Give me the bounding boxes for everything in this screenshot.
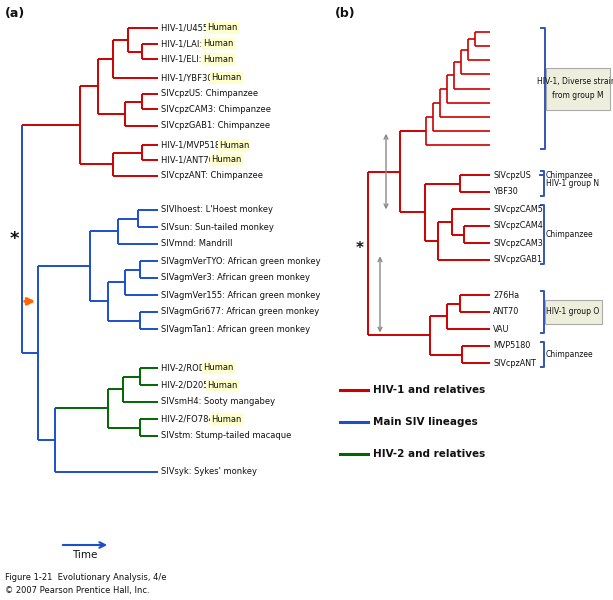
Text: SIVcpzANT: Chimpanzee: SIVcpzANT: Chimpanzee [161, 172, 263, 181]
Text: SIVagmGri677: African green monkey: SIVagmGri677: African green monkey [161, 307, 319, 317]
Text: SIVagmTan1: African green monkey: SIVagmTan1: African green monkey [161, 325, 310, 334]
Text: HIV-2/ROD:: HIV-2/ROD: [161, 364, 211, 373]
Text: from group M: from group M [552, 91, 604, 100]
Text: Human: Human [211, 415, 242, 424]
Text: HIV-1 group N: HIV-1 group N [546, 179, 599, 188]
Text: HIV-1 group O: HIV-1 group O [546, 307, 600, 317]
Text: SIVmnd: Mandrill: SIVmnd: Mandrill [161, 239, 232, 248]
Text: HIV-1/ANT70:: HIV-1/ANT70: [161, 155, 219, 164]
Text: HIV-1/MVP5180:: HIV-1/MVP5180: [161, 140, 231, 149]
Text: SIVstm: Stump-tailed macaque: SIVstm: Stump-tailed macaque [161, 431, 291, 440]
Text: HIV-1 and relatives: HIV-1 and relatives [373, 385, 485, 395]
Text: SIVlhoest: L'Hoest monkey: SIVlhoest: L'Hoest monkey [161, 205, 273, 214]
Text: SIVcpzUS: Chimpanzee: SIVcpzUS: Chimpanzee [161, 89, 258, 98]
Text: Human: Human [211, 73, 242, 82]
Text: Human: Human [207, 380, 238, 389]
Text: Figure 1-21  Evolutionary Analysis, 4/e: Figure 1-21 Evolutionary Analysis, 4/e [5, 574, 167, 583]
Text: HIV-1, Diverse strains: HIV-1, Diverse strains [536, 77, 613, 86]
Text: Human: Human [211, 155, 242, 164]
FancyBboxPatch shape [546, 67, 610, 109]
Text: Chimpanzee: Chimpanzee [546, 350, 593, 359]
Text: Time: Time [72, 550, 97, 560]
Text: SIVagmVer155: African green monkey: SIVagmVer155: African green monkey [161, 290, 321, 299]
Text: SIVagmVer3: African green monkey: SIVagmVer3: African green monkey [161, 274, 310, 283]
Text: Chimpanzee: Chimpanzee [546, 170, 593, 179]
Text: SIVsmH4: Sooty mangabey: SIVsmH4: Sooty mangabey [161, 397, 275, 407]
Text: Human: Human [204, 40, 234, 49]
Text: SIVcpzGAB1: Chimpanzee: SIVcpzGAB1: Chimpanzee [161, 121, 270, 130]
Text: HIV-2/D205:: HIV-2/D205: [161, 380, 214, 389]
Text: SIVcpzCAM5: SIVcpzCAM5 [493, 205, 543, 214]
Text: Chimpanzee: Chimpanzee [546, 230, 593, 239]
Text: HIV-1/YBF30:: HIV-1/YBF30: [161, 73, 218, 82]
Text: SIVsun: Sun-tailed monkey: SIVsun: Sun-tailed monkey [161, 223, 274, 232]
Text: SIVcpzCAM3: SIVcpzCAM3 [493, 238, 543, 247]
Text: (a): (a) [5, 7, 25, 20]
Text: (b): (b) [335, 7, 356, 20]
Text: SIVcpzCAM3: Chimpanzee: SIVcpzCAM3: Chimpanzee [161, 104, 271, 113]
Text: *: * [9, 230, 19, 248]
Text: Human: Human [204, 55, 234, 64]
Text: 276Ha: 276Ha [493, 290, 519, 299]
Text: HIV-2/FO784:: HIV-2/FO784: [161, 415, 219, 424]
Text: SIVsyk: Sykes' monkey: SIVsyk: Sykes' monkey [161, 467, 257, 476]
Text: SIVcpzCAM4: SIVcpzCAM4 [493, 221, 543, 230]
Text: MVP5180: MVP5180 [493, 341, 530, 350]
FancyBboxPatch shape [545, 300, 602, 324]
Text: Human: Human [204, 364, 234, 373]
Text: *: * [356, 241, 364, 256]
Text: Main SIV lineages: Main SIV lineages [373, 417, 478, 427]
Text: SIVagmVerTYO: African green monkey: SIVagmVerTYO: African green monkey [161, 257, 321, 265]
Text: SIVcpzANT: SIVcpzANT [493, 358, 536, 367]
Text: ANT70: ANT70 [493, 307, 519, 317]
Text: VAU: VAU [493, 325, 509, 334]
Text: © 2007 Pearson Prentice Hall, Inc.: © 2007 Pearson Prentice Hall, Inc. [5, 586, 150, 595]
Text: HIV-1/ELI:: HIV-1/ELI: [161, 55, 204, 64]
Text: SIVcpzGAB1: SIVcpzGAB1 [493, 256, 542, 265]
Text: HIV-2 and relatives: HIV-2 and relatives [373, 449, 485, 459]
Text: HIV-1/LAI:: HIV-1/LAI: [161, 40, 205, 49]
Text: Human: Human [207, 23, 238, 32]
Text: YBF30: YBF30 [493, 187, 518, 196]
Text: Human: Human [219, 140, 249, 149]
Text: SIVcpzUS: SIVcpzUS [493, 170, 531, 179]
Text: HIV-1/U455:: HIV-1/U455: [161, 23, 213, 32]
